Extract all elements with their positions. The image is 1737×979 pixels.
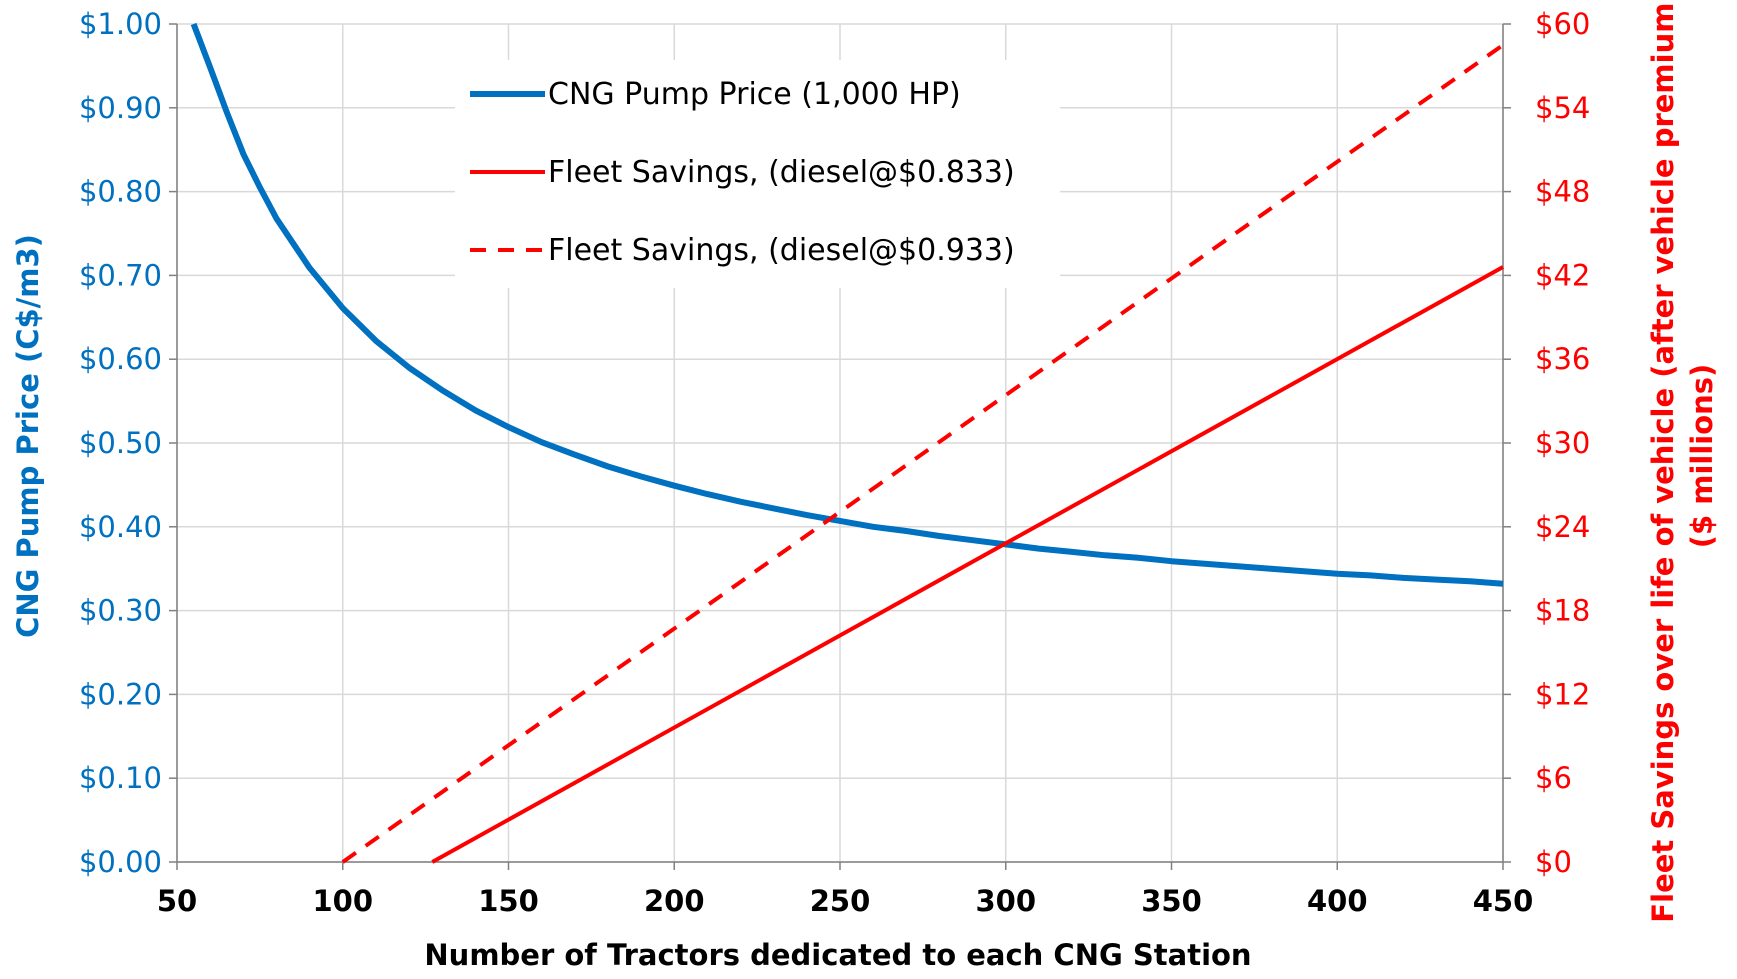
y-axis-right-title-line1: Fleet Savings over life of vehicle (afte… — [1646, 0, 1680, 923]
series-line-0 — [190, 22, 1504, 587]
tick-label-right: $0 — [1535, 845, 1572, 879]
y-axis-right-title-line2: ($ millions) — [1685, 364, 1719, 549]
tick-label-right: $42 — [1535, 258, 1590, 292]
tick-label-right: $54 — [1535, 91, 1590, 125]
tick-label-left: $0.50 — [79, 426, 162, 460]
series-lines — [190, 22, 1505, 864]
tick-labels: $0.00 $0.10 $0.20 $0.30 $0.40 $0.50 $0.60 $0.70… — [79, 7, 1590, 918]
series-line-2 — [341, 43, 1505, 864]
tick-label-x: 300 — [975, 884, 1036, 918]
tick-label-right: $12 — [1535, 677, 1590, 711]
tick-label-left: $0.90 — [79, 91, 162, 125]
tick-label-right: $60 — [1535, 7, 1590, 41]
tick-label-left: $1.00 — [79, 7, 162, 41]
tick-label-left: $0.60 — [79, 342, 162, 376]
tick-label-left: $0.30 — [79, 594, 162, 628]
tick-label-x: 150 — [478, 884, 539, 918]
axes — [169, 23, 1511, 870]
tick-label-left: $0.10 — [79, 761, 162, 795]
tick-label-left: $0.20 — [79, 677, 162, 711]
tick-label-right: $48 — [1535, 175, 1590, 209]
x-axis-title: Number of Tractors dedicated to each CNG… — [424, 938, 1251, 972]
tick-label-x: 200 — [644, 884, 705, 918]
tick-label-x: 350 — [1141, 884, 1202, 918]
tick-label-left: $0.80 — [79, 175, 162, 209]
legend-label-cng-pump-price: CNG Pump Price (1,000 HP) — [548, 77, 961, 112]
legend-label-fleet-savings-0833: Fleet Savings, (diesel@$0.833) — [548, 155, 1015, 190]
tick-label-right: $36 — [1535, 342, 1590, 376]
tick-label-right: $6 — [1535, 761, 1572, 795]
legend-label-fleet-savings-0933: Fleet Savings, (diesel@$0.933) — [548, 233, 1015, 268]
tick-label-left: $0.40 — [79, 510, 162, 544]
tick-label-x: 450 — [1473, 884, 1534, 918]
tick-label-x: 100 — [312, 884, 373, 918]
tick-label-right: $24 — [1535, 510, 1590, 544]
legend-background — [455, 60, 1060, 288]
tick-label-right: $30 — [1535, 426, 1590, 460]
tick-label-right: $18 — [1535, 594, 1590, 628]
series-line-1 — [431, 265, 1504, 864]
legend: CNG Pump Price (1,000 HP) Fleet Savings,… — [455, 60, 1060, 288]
tick-label-x: 50 — [157, 884, 197, 918]
tick-label-x: 400 — [1307, 884, 1368, 918]
y-axis-left-title: CNG Pump Price (C$/m3) — [11, 234, 45, 638]
tick-label-x: 250 — [810, 884, 871, 918]
tick-label-left: $0.00 — [79, 845, 162, 879]
tick-label-left: $0.70 — [79, 258, 162, 292]
